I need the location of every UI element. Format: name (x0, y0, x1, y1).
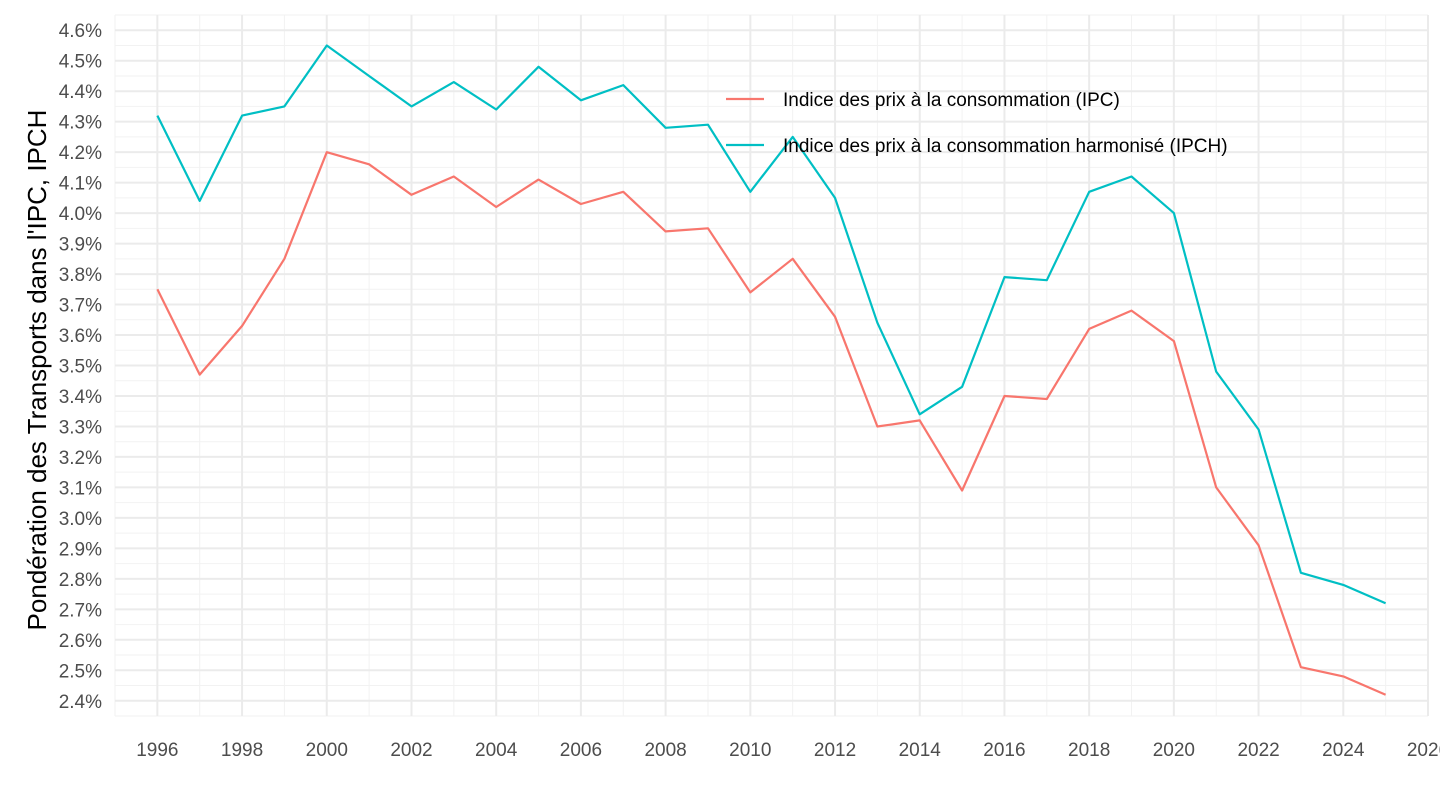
y-tick-label: 3.4% (59, 387, 102, 408)
x-tick-label: 2004 (475, 740, 518, 761)
y-tick-label: 3.8% (59, 265, 102, 286)
series-line-ipch (156, 44, 1387, 605)
x-tick-label: 2018 (1068, 740, 1110, 761)
x-tick-label: 2012 (814, 740, 856, 761)
x-tick-label: 2002 (390, 740, 432, 761)
x-tick-label: 2022 (1237, 740, 1279, 761)
x-tick-label: 2010 (729, 740, 771, 761)
y-tick-label: 2.9% (59, 539, 102, 560)
series-lines (156, 44, 1387, 696)
x-tick-label: 2014 (899, 740, 942, 761)
y-tick-label: 3.2% (59, 448, 102, 469)
x-tick-label: 2008 (644, 740, 686, 761)
y-tick-label: 3.7% (59, 296, 102, 317)
x-tick-label: 1998 (221, 740, 263, 761)
x-tick-label: 1996 (136, 740, 178, 761)
x-tick-label: 2026 (1407, 740, 1440, 761)
y-tick-label: 4.2% (59, 143, 102, 164)
legend-label-ipch: Indice des prix à la consommation harmon… (783, 136, 1228, 157)
x-tick-label: 2020 (1153, 740, 1195, 761)
y-tick-label: 4.1% (59, 174, 102, 195)
x-tick-label: 2000 (306, 740, 348, 761)
y-axis-title: Pondération des Transports dans l'IPC, I… (22, 110, 52, 631)
y-tick-label: 2.8% (59, 570, 102, 591)
y-tick-label: 3.1% (59, 478, 102, 499)
y-tick-label: 4.3% (59, 113, 102, 134)
y-tick-label: 4.6% (59, 21, 102, 42)
y-tick-label: 3.6% (59, 326, 102, 347)
y-tick-label: 3.0% (59, 509, 102, 530)
y-tick-label: 2.5% (59, 661, 102, 682)
y-tick-label: 2.7% (59, 600, 102, 621)
series-line-ipc (156, 151, 1387, 696)
x-tick-label: 2024 (1322, 740, 1365, 761)
x-tick-label: 2006 (560, 740, 602, 761)
x-tick-label: 2016 (983, 740, 1025, 761)
y-tick-label: 3.9% (59, 235, 102, 256)
y-tick-label: 2.6% (59, 631, 102, 652)
legend-label-ipc: Indice des prix à la consommation (IPC) (783, 90, 1120, 111)
y-tick-label: 3.5% (59, 357, 102, 378)
y-axis-ticks: 2.4% 2.5% 2.6% 2.7% 2.8% 2.9% 3.0% 3.1% 3.2% 3.3%… (59, 21, 102, 713)
y-tick-label: 2.4% (59, 692, 102, 713)
legend: Indice des prix à la consommation (IPC) I… (726, 90, 1228, 157)
y-tick-label: 4.0% (59, 204, 102, 225)
y-tick-label: 4.4% (59, 82, 102, 103)
y-tick-label: 3.3% (59, 417, 102, 438)
y-tick-label: 4.5% (59, 52, 102, 73)
grid (114, 14, 1429, 717)
x-axis-ticks: 1996 1998 2000 2002 2004 2006 2008 2010 2012 2014… (136, 740, 1440, 761)
